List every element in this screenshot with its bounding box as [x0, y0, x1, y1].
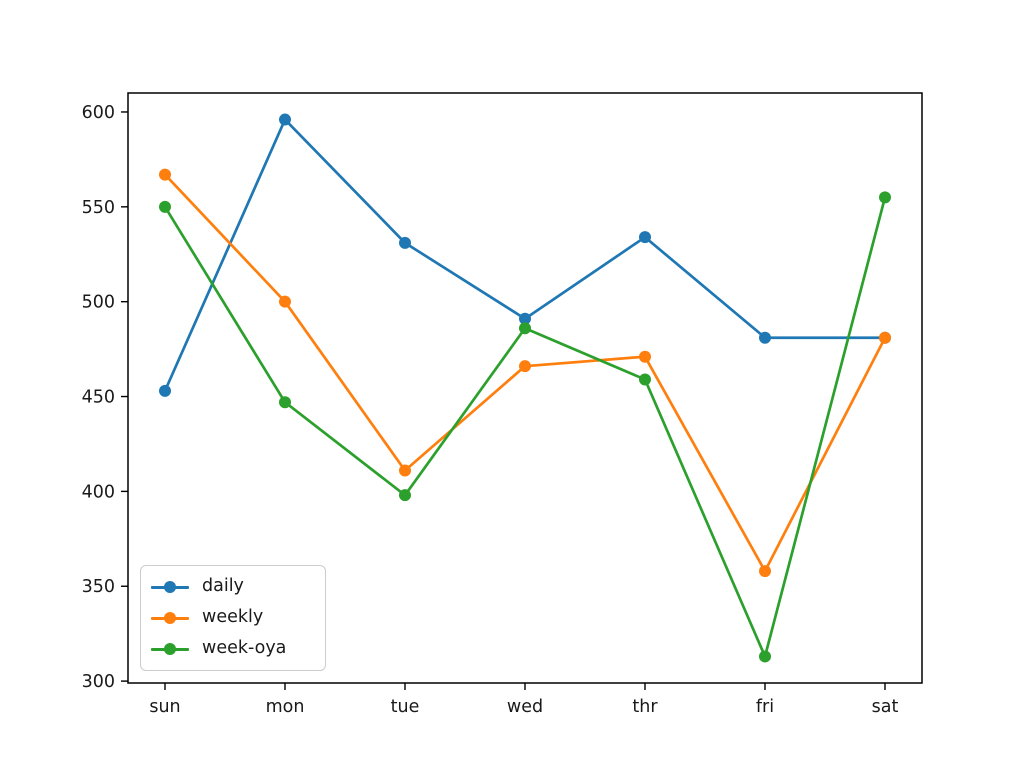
y-tick-label: 500	[82, 293, 115, 313]
data-point-weekly-thr	[639, 350, 651, 363]
y-tick-label: 350	[82, 577, 115, 597]
data-point-week-oya-mon	[279, 396, 291, 409]
series-line-weekly	[163, 173, 887, 573]
data-point-week-oya-thr	[639, 373, 651, 386]
y-tick-label: 300	[82, 672, 115, 692]
legend-item-week-oya: week-oya	[151, 636, 313, 662]
y-tick-label: 550	[82, 198, 115, 218]
x-tick-label: fri	[756, 697, 774, 717]
legend-item-weekly: weekly	[151, 605, 313, 631]
y-tick-label: 600	[82, 103, 115, 123]
data-point-weekly-mon	[279, 295, 291, 308]
y-tick-label: 400	[82, 482, 115, 502]
data-point-daily-sun	[159, 384, 171, 397]
x-tick-label: sun	[149, 697, 180, 717]
data-point-week-oya-tue	[399, 489, 411, 502]
x-tick-label: thr	[632, 697, 658, 717]
legend-line-sample	[151, 643, 189, 655]
legend-line-sample	[151, 581, 189, 593]
legend-line-sample	[151, 612, 189, 624]
x-tick-label: sat	[872, 697, 899, 717]
x-tick-label: mon	[266, 697, 305, 717]
data-point-weekly-fri	[759, 565, 771, 578]
x-tick-label: wed	[507, 697, 543, 717]
x-tick-label: tue	[391, 697, 420, 717]
legend-label: week-oya	[202, 638, 287, 659]
series-line-daily	[163, 118, 887, 393]
data-point-week-oya-fri	[759, 650, 771, 663]
data-point-daily-wed	[519, 312, 531, 325]
legend-item-daily: daily	[151, 574, 313, 600]
legend-marker-icon	[164, 643, 176, 655]
data-point-daily-mon	[279, 113, 291, 126]
legend-label: daily	[202, 576, 244, 597]
data-point-daily-tue	[399, 236, 411, 249]
data-point-weekly-wed	[519, 360, 531, 373]
data-point-week-oya-sun	[159, 200, 171, 213]
y-tick-label: 450	[82, 388, 115, 408]
data-point-weekly-tue	[399, 464, 411, 477]
data-point-week-oya-sat	[879, 191, 891, 204]
data-point-daily-thr	[639, 231, 651, 244]
legend: daily weekly week-oya	[140, 565, 326, 671]
data-point-week-oya-wed	[519, 322, 531, 335]
legend-marker-icon	[164, 581, 176, 593]
data-point-daily-fri	[759, 331, 771, 344]
legend-marker-icon	[164, 612, 176, 624]
legend-label: weekly	[202, 607, 264, 628]
data-point-weekly-sun	[159, 168, 171, 181]
data-point-weekly-sat	[879, 331, 891, 344]
